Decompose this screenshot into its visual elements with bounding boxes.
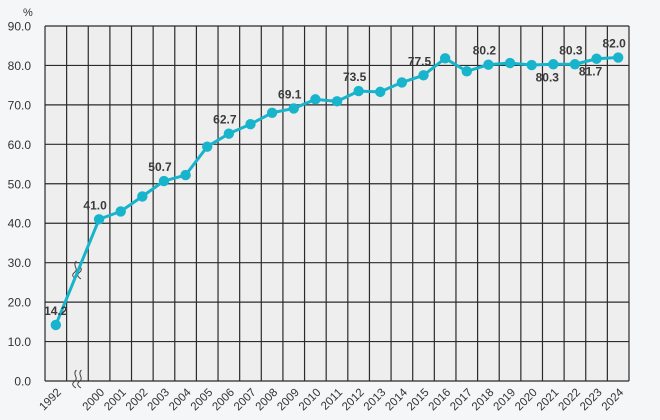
- data-labels: 14.2 41.0 50.7 62.7 69.1 73.5 77.5 80.2 80.3 80.3…: [44, 37, 626, 318]
- y-tick-label: 70.0: [8, 98, 32, 112]
- data-point-marker: [137, 191, 148, 202]
- data-point-marker: [504, 57, 516, 69]
- data-label: 62.7: [213, 113, 237, 127]
- y-tick-label: 80.0: [8, 59, 32, 73]
- y-tick-label: 0.0: [14, 375, 31, 389]
- data-series: [50, 52, 624, 331]
- x-tick-label: 2012: [340, 387, 367, 414]
- data-point-marker: [396, 77, 408, 88]
- y-tick-label: 30.0: [8, 256, 32, 270]
- data-point-marker: [353, 85, 364, 97]
- y-tick-label: 20.0: [8, 296, 32, 310]
- x-tick-label: 2009: [275, 387, 302, 414]
- x-tick-label: 2003: [146, 387, 173, 414]
- x-tick-label: 2013: [362, 387, 389, 414]
- data-point-marker: [158, 175, 170, 187]
- y-axis: % 0.0 10.0 20.0 30.0 40.0 50.0 60.0 70.0 80.0 90.…: [8, 7, 33, 389]
- data-point-marker: [50, 319, 62, 331]
- y-tick-label: 10.0: [8, 335, 32, 349]
- data-point-marker: [288, 103, 299, 114]
- x-tick-label: 2007: [232, 387, 259, 414]
- x-axis: 1992 200020012002200320042005200620072008…: [37, 386, 626, 413]
- x-tick-label: 2021: [535, 387, 562, 414]
- data-point-marker: [591, 53, 602, 64]
- data-label: 14.2: [44, 304, 68, 318]
- x-tick-label: 2011: [319, 387, 345, 413]
- data-point-marker: [115, 206, 126, 217]
- data-point-marker: [202, 141, 213, 152]
- data-label: 41.0: [83, 198, 107, 212]
- y-tick-label: 40.0: [8, 217, 32, 231]
- data-point-marker: [223, 128, 235, 139]
- x-tick-label: 2019: [492, 387, 519, 414]
- data-label: 73.5: [343, 70, 367, 84]
- data-label: 80.3: [559, 43, 583, 57]
- data-point-marker: [461, 66, 472, 77]
- data-point-marker: [418, 70, 429, 81]
- data-point-marker: [483, 59, 494, 70]
- data-point-marker: [569, 59, 581, 70]
- x-tick-label: 2008: [254, 387, 281, 414]
- data-label: 82.0: [603, 37, 627, 51]
- data-label: 80.3: [536, 70, 560, 84]
- x-tick-label: 2017: [448, 387, 475, 414]
- data-label: 77.5: [408, 54, 432, 68]
- x-tick-label: 2018: [470, 387, 497, 414]
- data-point-marker: [310, 94, 321, 105]
- x-tick-label: 2015: [405, 387, 432, 414]
- x-tick-label: 2023: [578, 387, 605, 414]
- data-point-marker: [526, 59, 537, 71]
- x-tick-label: 2006: [210, 387, 237, 414]
- data-label: 69.1: [278, 87, 302, 101]
- x-tick-label: 2005: [189, 387, 216, 414]
- x-tick-label: 2002: [124, 387, 151, 414]
- y-tick-label: 60.0: [8, 138, 32, 152]
- x-tick-label: 2010: [297, 387, 324, 414]
- y-axis-unit: %: [23, 7, 33, 19]
- data-point-marker: [331, 96, 343, 107]
- plot-area: [45, 26, 629, 381]
- data-point-marker: [180, 169, 191, 181]
- x-tick-label: 2004: [167, 386, 194, 413]
- data-label: 81.7: [579, 65, 603, 79]
- x-tick-label: 2022: [556, 387, 583, 414]
- data-point-marker: [375, 86, 386, 98]
- x-tick-label: 2001: [102, 387, 129, 414]
- x-tick-label: 2020: [513, 387, 540, 414]
- data-point-marker: [548, 59, 559, 70]
- axis-break-icon: [72, 369, 82, 389]
- y-tick-label: 50.0: [8, 177, 32, 191]
- x-tick-label: 2000: [81, 387, 108, 414]
- data-point-marker: [93, 214, 105, 225]
- data-point-marker: [266, 107, 278, 118]
- x-tick-label: 2024: [600, 386, 627, 413]
- x-tick-label: 2016: [427, 387, 454, 414]
- x-tick-label: 2014: [383, 386, 410, 413]
- data-point-marker: [245, 119, 256, 130]
- data-label: 80.2: [473, 44, 497, 58]
- gridlines: [44, 25, 630, 382]
- data-point-marker: [612, 52, 624, 63]
- data-label: 50.7: [148, 160, 172, 174]
- x-tick-label: 1992: [37, 387, 64, 414]
- data-point-marker: [439, 53, 451, 64]
- y-tick-label: 90.0: [8, 20, 32, 34]
